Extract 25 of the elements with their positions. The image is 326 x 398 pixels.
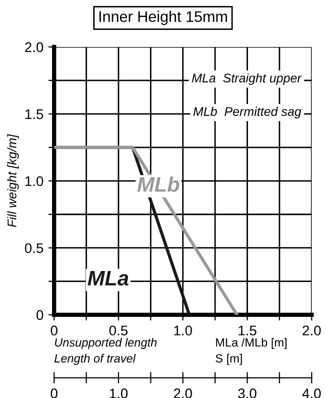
x-tick-label: 0 <box>50 326 58 336</box>
series-label: MLb <box>137 176 180 192</box>
y-tick-label: 1.0 <box>25 176 44 186</box>
x2-tick-label: 2.0 <box>174 388 192 398</box>
x-tick-label: 0.5 <box>109 326 128 336</box>
x-tick-label: 1.0 <box>174 326 192 336</box>
annotation: MLa Straight upper <box>192 73 302 85</box>
x-tick-label: 2.0 <box>302 326 321 336</box>
y-tick-label: 0 <box>36 310 44 320</box>
x2-axis-title: Length of travel <box>54 354 136 365</box>
y-tick-label: 1.5 <box>25 109 44 120</box>
x2-tick-label: 1.0 <box>110 388 128 398</box>
y-tick-label: 2.0 <box>25 42 44 52</box>
y-tick-label: 0.5 <box>24 243 44 254</box>
text: MLa /MLb [m] <box>216 338 286 349</box>
x2-tick-label: 3.0 <box>238 388 256 398</box>
text: MLa <box>88 271 128 286</box>
annotation: MLb Permitted sag <box>193 106 302 118</box>
x-tick-label: 1.5 <box>238 326 256 336</box>
x-axis-title: Unsupported length <box>55 338 157 349</box>
chart-title: Inner Height 15mm <box>99 10 227 26</box>
y-axis-title: Fill weight [kg/m] <box>7 134 19 228</box>
text: S [m] <box>216 354 242 365</box>
x2-tick-label: 0 <box>50 388 58 398</box>
x2-tick-label: 4.0 <box>302 388 321 398</box>
